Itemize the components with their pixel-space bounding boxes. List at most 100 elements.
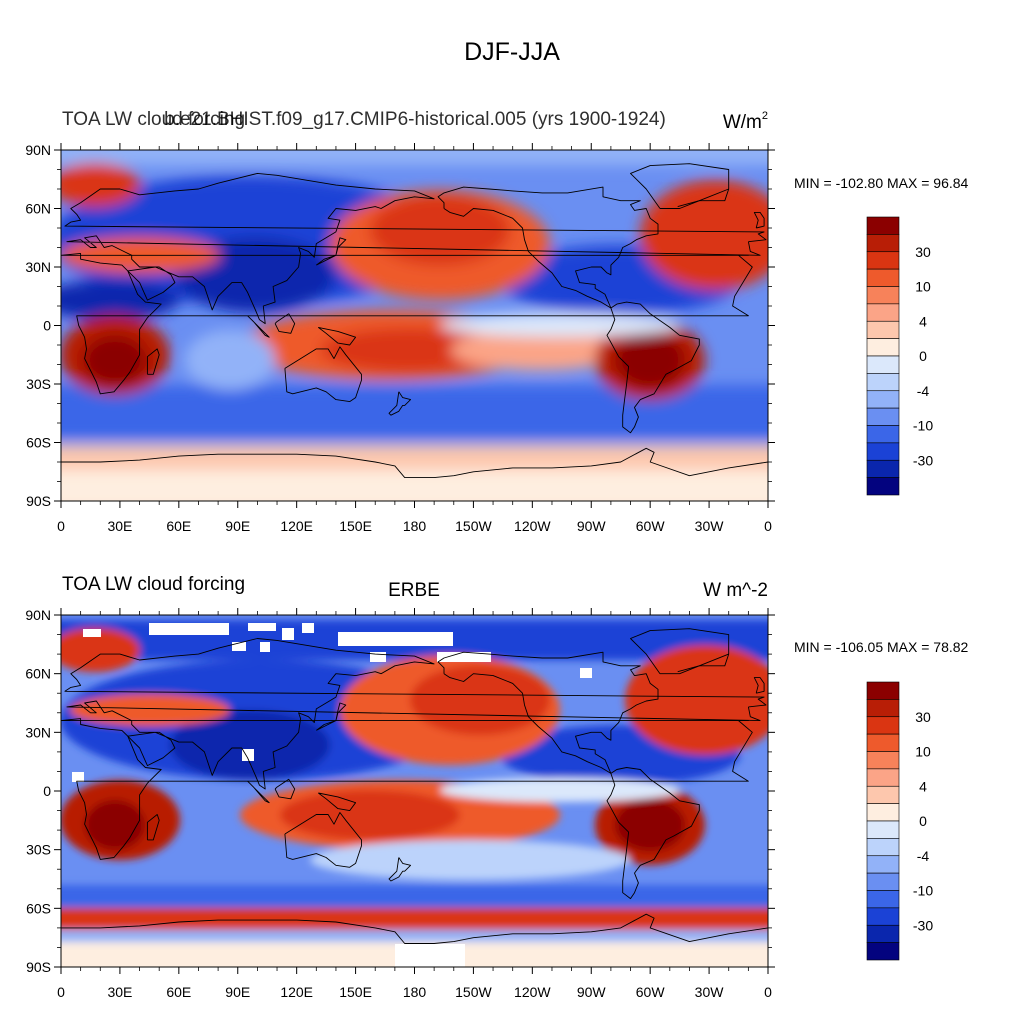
p1-natl-red	[640, 180, 768, 290]
missing-patch	[83, 629, 101, 637]
p2-sahara-red	[70, 694, 230, 726]
coastline	[146, 814, 160, 841]
colorbar-label: 0	[919, 348, 927, 364]
x-tick-label: 150W	[455, 518, 492, 534]
coastline	[630, 628, 730, 675]
y-tick-label: 90N	[25, 142, 51, 158]
coastline	[316, 237, 347, 266]
coastline	[606, 301, 700, 434]
x-tick-label: 90W	[577, 518, 607, 534]
panel2-coastlines	[61, 628, 768, 944]
coastline	[316, 702, 347, 731]
x-tick-label: 150E	[339, 984, 372, 1000]
y-tick-label: 90S	[26, 493, 51, 509]
coastline	[64, 172, 767, 325]
p1-europe-red	[61, 163, 140, 207]
colorbar-label: 10	[915, 744, 931, 760]
x-tick-label: 60E	[166, 984, 191, 1000]
coastline	[437, 651, 659, 774]
p1-eq-blue	[61, 280, 180, 320]
p2-antarctic-blue	[61, 928, 768, 942]
colorbar-box	[866, 907, 900, 926]
missing-patch	[232, 642, 246, 651]
panel2-overlay: 0 30E 60E 90E 120E 150E 180 150W 120W 90W 60W 30W 09…	[25, 607, 933, 1000]
p1-africa-core	[83, 335, 147, 385]
coastline	[318, 792, 357, 812]
coastline	[284, 346, 362, 403]
missing-patch	[242, 749, 254, 761]
colorbar-box	[866, 355, 900, 374]
missing-patch	[437, 652, 491, 662]
x-tick-label: 0	[764, 984, 772, 1000]
x-tick-label: 180	[403, 984, 427, 1000]
colorbar-box	[866, 268, 900, 287]
x-tick-label: 90E	[225, 518, 250, 534]
colorbar-label: -30	[913, 917, 933, 933]
missing-patch	[370, 652, 386, 662]
panel2-map	[61, 615, 768, 967]
x-tick-label: 60W	[636, 984, 666, 1000]
coastline	[274, 778, 296, 800]
colorbar-label: 4	[919, 778, 927, 794]
coastline	[274, 313, 296, 334]
p2-mc-core	[280, 790, 460, 840]
x-tick-label: 0	[57, 984, 65, 1000]
panel2-left-title: TOA LW cloud forcing	[62, 574, 246, 595]
x-tick-label: 30E	[107, 518, 132, 534]
y-tick-label: 60S	[26, 900, 51, 916]
missing-patch	[338, 632, 453, 646]
colorbar-box	[866, 442, 900, 461]
coastline	[677, 653, 730, 673]
coastline	[753, 211, 765, 229]
colorbar-box	[866, 390, 900, 409]
missing-patch	[580, 668, 592, 678]
colorbar-box	[866, 733, 900, 752]
p1-npac-core	[370, 195, 510, 265]
chart-overlay: 0 30E 60E 90E 120E 150E 180 150W 120W 90W 60W 30W 09…	[25, 142, 933, 1000]
coastline	[61, 718, 753, 860]
colorbar-label: -10	[913, 418, 933, 434]
p1-antarctic-core	[61, 470, 768, 501]
coastline	[247, 780, 270, 804]
panel1-case-title: b.e21.BHIST.f09_g17.CMIP6-historical.005…	[164, 109, 666, 130]
coastline	[61, 447, 768, 479]
coastline	[630, 163, 730, 209]
missing-patch	[149, 623, 229, 635]
p1-itcz-pale	[440, 313, 680, 337]
x-tick-label: 90W	[577, 984, 607, 1000]
coastline	[606, 767, 700, 900]
coastline	[284, 812, 362, 868]
panel2-minmax: MIN = -106.05 MAX = 78.82	[794, 639, 969, 655]
p2-europe-red	[61, 628, 140, 672]
colorbar-box	[866, 716, 900, 735]
p1-southern-ocean	[61, 385, 768, 440]
panel1-left-title: TOA LW cloud forcing	[62, 109, 246, 130]
coastline	[677, 188, 730, 208]
colorbar-box	[866, 216, 900, 235]
colorbar-box	[866, 838, 900, 857]
panel1-minmax: MIN = -102.80 MAX = 96.84	[794, 175, 969, 191]
colorbar-box	[866, 803, 900, 822]
figure-title: DJF-JJA	[464, 38, 560, 66]
coastline	[753, 677, 765, 694]
coastline	[318, 326, 357, 346]
panel2-colorbar: 30 10 4 0 -4 -10 -30	[866, 681, 933, 961]
p2-npac-core	[410, 665, 550, 735]
missing-patch	[248, 623, 276, 631]
x-tick-label: 0	[764, 518, 772, 534]
panel2-units: W m^-2	[703, 580, 768, 601]
colorbar-label: -10	[913, 883, 933, 899]
colorbar-box	[866, 890, 900, 909]
colorbar-box	[866, 425, 900, 444]
panel1-units-text: W/m	[722, 112, 762, 133]
panel2-missing-data	[72, 623, 592, 967]
p2-itcz-pale	[440, 778, 680, 802]
coastline	[388, 857, 412, 882]
colorbar-box	[866, 872, 900, 891]
p2-samerica-core	[615, 799, 685, 851]
p2-so-red	[61, 908, 768, 930]
p2-so-blue	[61, 885, 768, 907]
y-tick-label: 60S	[26, 435, 51, 451]
